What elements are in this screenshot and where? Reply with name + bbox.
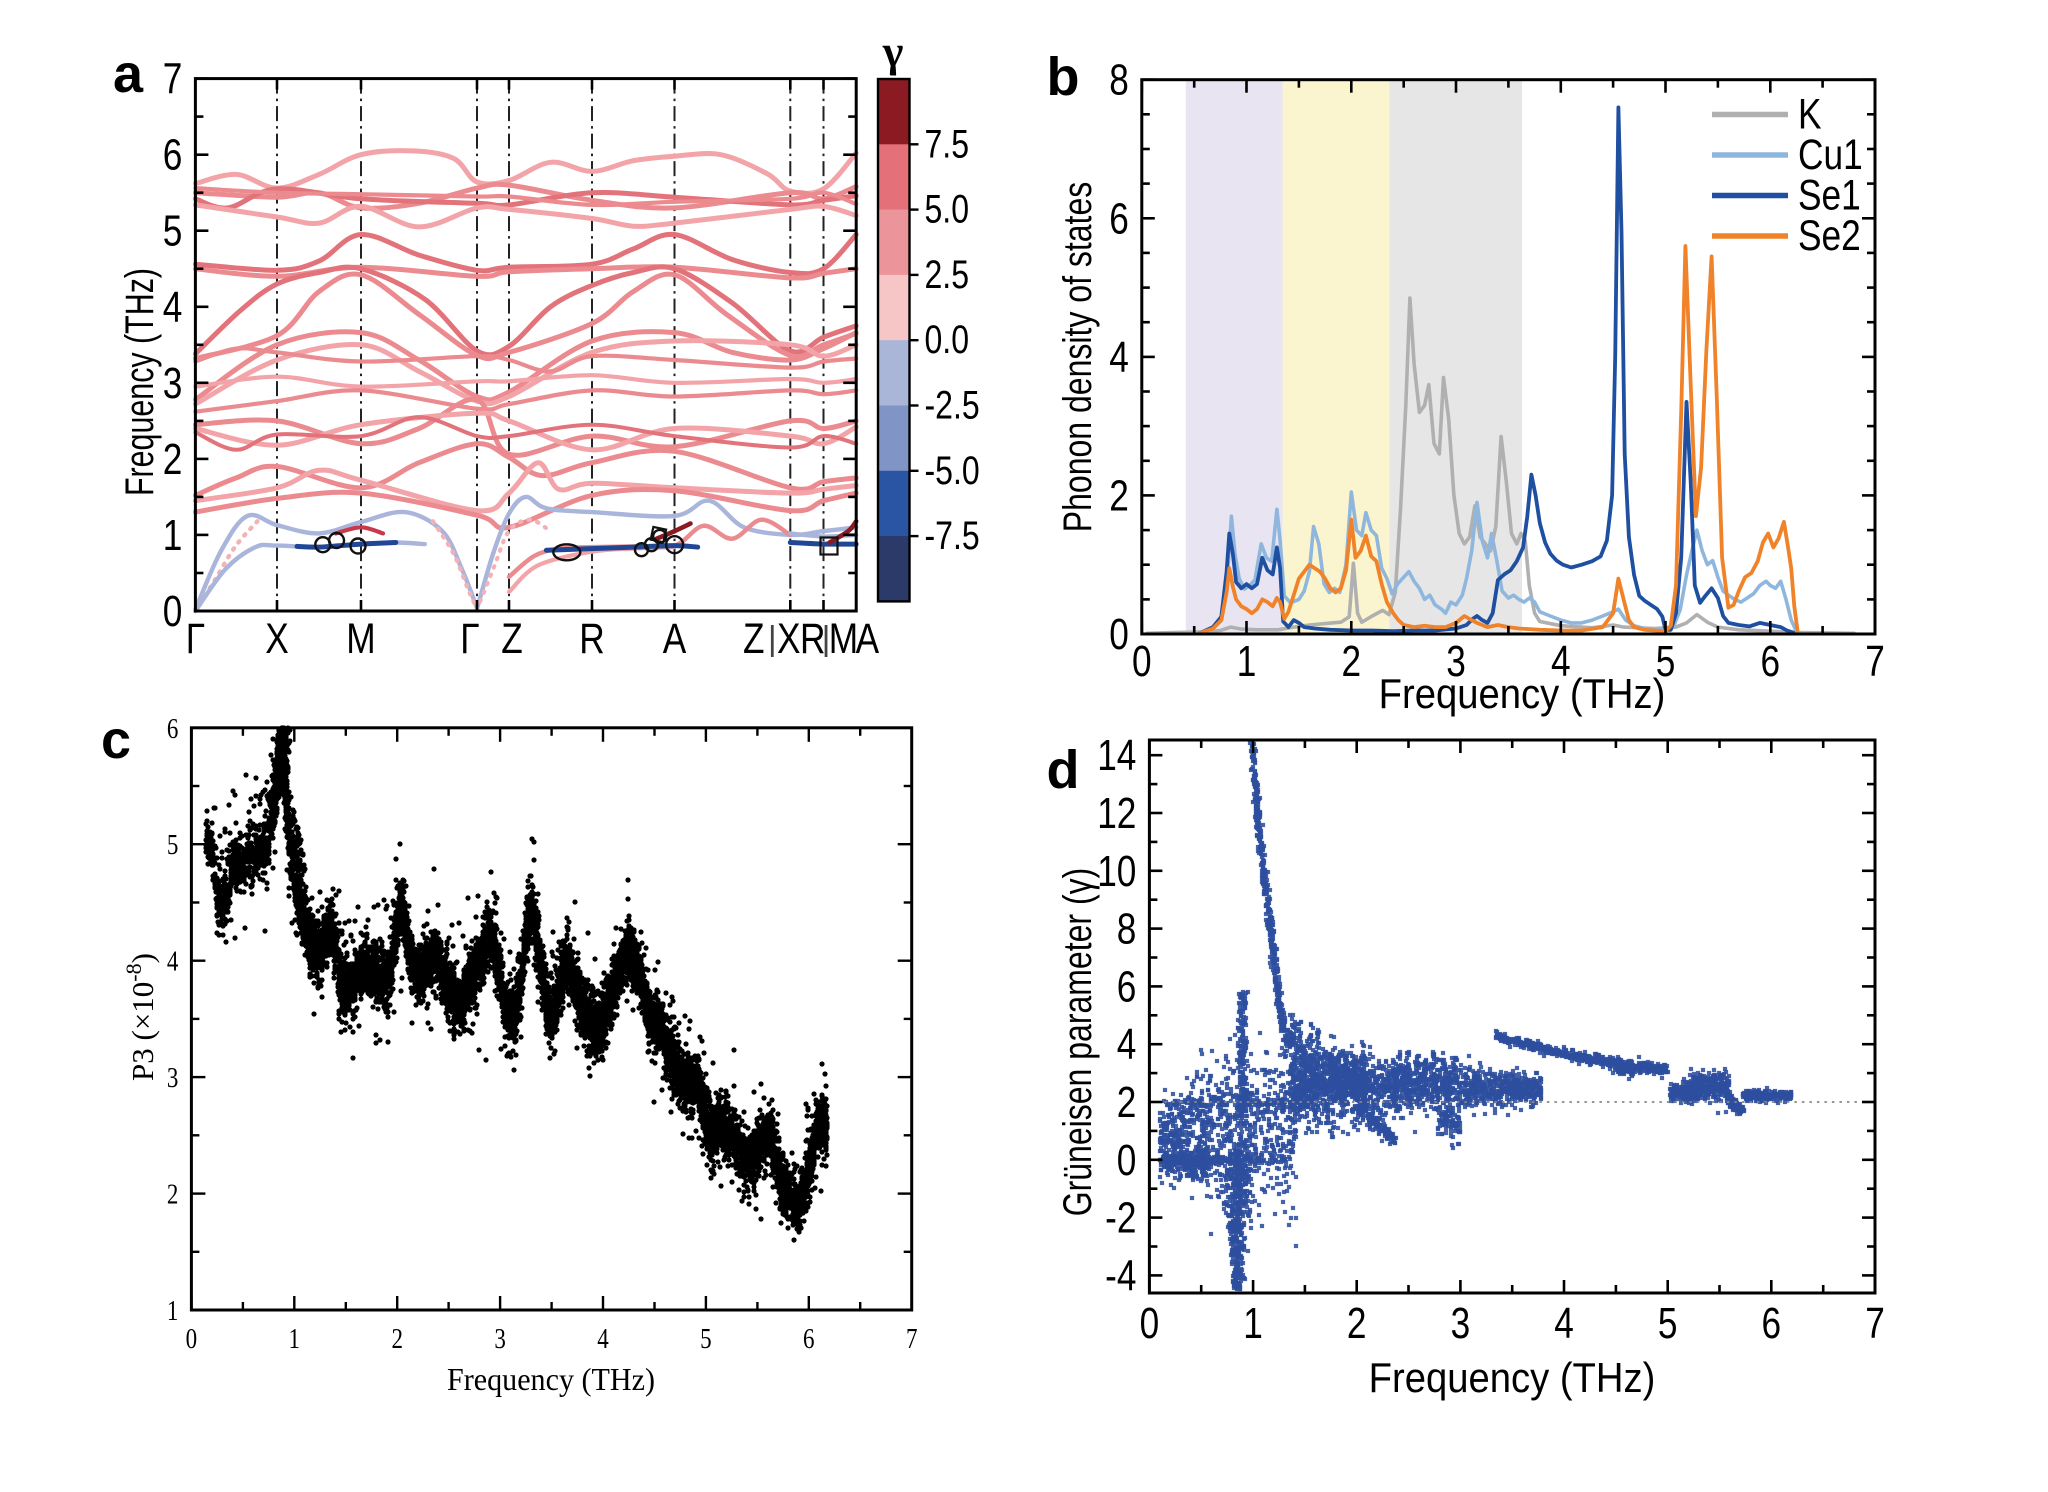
- svg-text:Z: Z: [501, 615, 523, 663]
- svg-text:Se1: Se1: [1798, 172, 1861, 220]
- svg-text:4: 4: [1117, 1020, 1137, 1069]
- svg-text:K: K: [1798, 91, 1822, 139]
- svg-text:6: 6: [167, 714, 179, 745]
- svg-text:14: 14: [1097, 731, 1136, 780]
- svg-text:2: 2: [391, 1324, 403, 1355]
- svg-text:3: 3: [1446, 637, 1466, 686]
- svg-text:0: 0: [1109, 610, 1129, 659]
- svg-text:R: R: [800, 615, 826, 663]
- svg-text:0: 0: [1140, 1299, 1160, 1348]
- svg-text:Frequency (THz): Frequency (THz): [1369, 1354, 1656, 1401]
- svg-text:4: 4: [163, 283, 183, 332]
- svg-text:3: 3: [163, 359, 183, 408]
- svg-text:2: 2: [1109, 471, 1129, 520]
- svg-text:Γ: Γ: [186, 615, 205, 663]
- svg-text:X: X: [777, 615, 801, 663]
- svg-text:8: 8: [1117, 905, 1137, 954]
- svg-text:7: 7: [1865, 1299, 1885, 1348]
- svg-text:0: 0: [1117, 1136, 1137, 1185]
- svg-text:-5.0: -5.0: [925, 449, 980, 493]
- svg-text:3: 3: [494, 1324, 506, 1355]
- svg-text:5: 5: [1656, 637, 1676, 686]
- svg-text:0: 0: [186, 1324, 198, 1355]
- svg-text:2: 2: [1117, 1078, 1137, 1127]
- svg-text:4: 4: [597, 1324, 609, 1355]
- svg-text:3: 3: [167, 1063, 179, 1094]
- svg-text:5: 5: [167, 830, 179, 861]
- svg-text:γ: γ: [882, 27, 904, 76]
- svg-text:Frequency (THz): Frequency (THz): [118, 268, 162, 496]
- svg-text:b: b: [1047, 47, 1080, 107]
- svg-text:R: R: [579, 615, 605, 663]
- svg-text:|: |: [768, 620, 777, 658]
- svg-text:1: 1: [1243, 1299, 1263, 1348]
- svg-text:-7.5: -7.5: [925, 514, 980, 558]
- svg-text:A: A: [856, 615, 880, 663]
- svg-text:d: d: [1047, 740, 1080, 800]
- svg-text:1: 1: [167, 1296, 179, 1327]
- svg-text:Phonon density of states: Phonon density of states: [1056, 182, 1100, 533]
- svg-text:5: 5: [163, 207, 183, 256]
- svg-text:M: M: [346, 615, 375, 663]
- svg-text:12: 12: [1097, 789, 1136, 838]
- svg-text:7.5: 7.5: [925, 122, 970, 166]
- svg-text:2: 2: [1342, 637, 1362, 686]
- svg-text:6: 6: [1762, 1299, 1782, 1348]
- svg-text:0: 0: [1132, 637, 1152, 686]
- svg-text:2.5: 2.5: [925, 253, 970, 297]
- svg-text:Se2: Se2: [1798, 212, 1861, 260]
- svg-text:6: 6: [1117, 962, 1137, 1011]
- svg-text:10: 10: [1097, 847, 1136, 896]
- svg-text:Frequency (THz): Frequency (THz): [1379, 670, 1666, 717]
- svg-text:6: 6: [803, 1324, 815, 1355]
- svg-text:4: 4: [1109, 333, 1129, 382]
- svg-text:|: |: [822, 620, 831, 658]
- svg-text:2: 2: [1347, 1299, 1367, 1348]
- svg-text:1: 1: [1237, 637, 1257, 686]
- svg-text:7: 7: [1865, 637, 1885, 686]
- svg-text:5: 5: [700, 1324, 712, 1355]
- svg-text:5: 5: [1658, 1299, 1678, 1348]
- svg-text:-2.5: -2.5: [925, 384, 980, 428]
- svg-text:4: 4: [167, 947, 179, 978]
- svg-text:7: 7: [906, 1324, 918, 1355]
- svg-text:Cu1: Cu1: [1798, 131, 1863, 179]
- svg-text:M: M: [829, 615, 858, 663]
- svg-text:5.0: 5.0: [925, 188, 970, 232]
- svg-text:Grüneisen parameter (γ): Grüneisen parameter (γ): [1056, 868, 1100, 1217]
- svg-text:4: 4: [1554, 1299, 1574, 1348]
- svg-text:-2: -2: [1105, 1194, 1136, 1243]
- svg-text:8: 8: [1109, 56, 1129, 105]
- svg-text:-4: -4: [1105, 1251, 1136, 1300]
- svg-text:c: c: [101, 710, 131, 770]
- svg-text:0.0: 0.0: [925, 318, 970, 362]
- svg-text:4: 4: [1551, 637, 1571, 686]
- svg-text:Z: Z: [743, 615, 765, 663]
- svg-text:6: 6: [1109, 194, 1129, 243]
- svg-text:1: 1: [289, 1324, 301, 1355]
- svg-text:2: 2: [167, 1180, 179, 1211]
- svg-text:3: 3: [1451, 1299, 1471, 1348]
- svg-text:0: 0: [163, 587, 183, 636]
- svg-text:X: X: [265, 615, 289, 663]
- svg-text:1: 1: [163, 511, 183, 560]
- svg-text:6: 6: [163, 131, 183, 180]
- svg-text:a: a: [113, 44, 144, 104]
- svg-text:7: 7: [163, 55, 183, 104]
- svg-text:Frequency (THz): Frequency (THz): [447, 1361, 655, 1397]
- svg-text:6: 6: [1761, 637, 1781, 686]
- svg-text:2: 2: [163, 435, 183, 484]
- svg-text:Γ: Γ: [460, 615, 479, 663]
- svg-text:A: A: [663, 615, 687, 663]
